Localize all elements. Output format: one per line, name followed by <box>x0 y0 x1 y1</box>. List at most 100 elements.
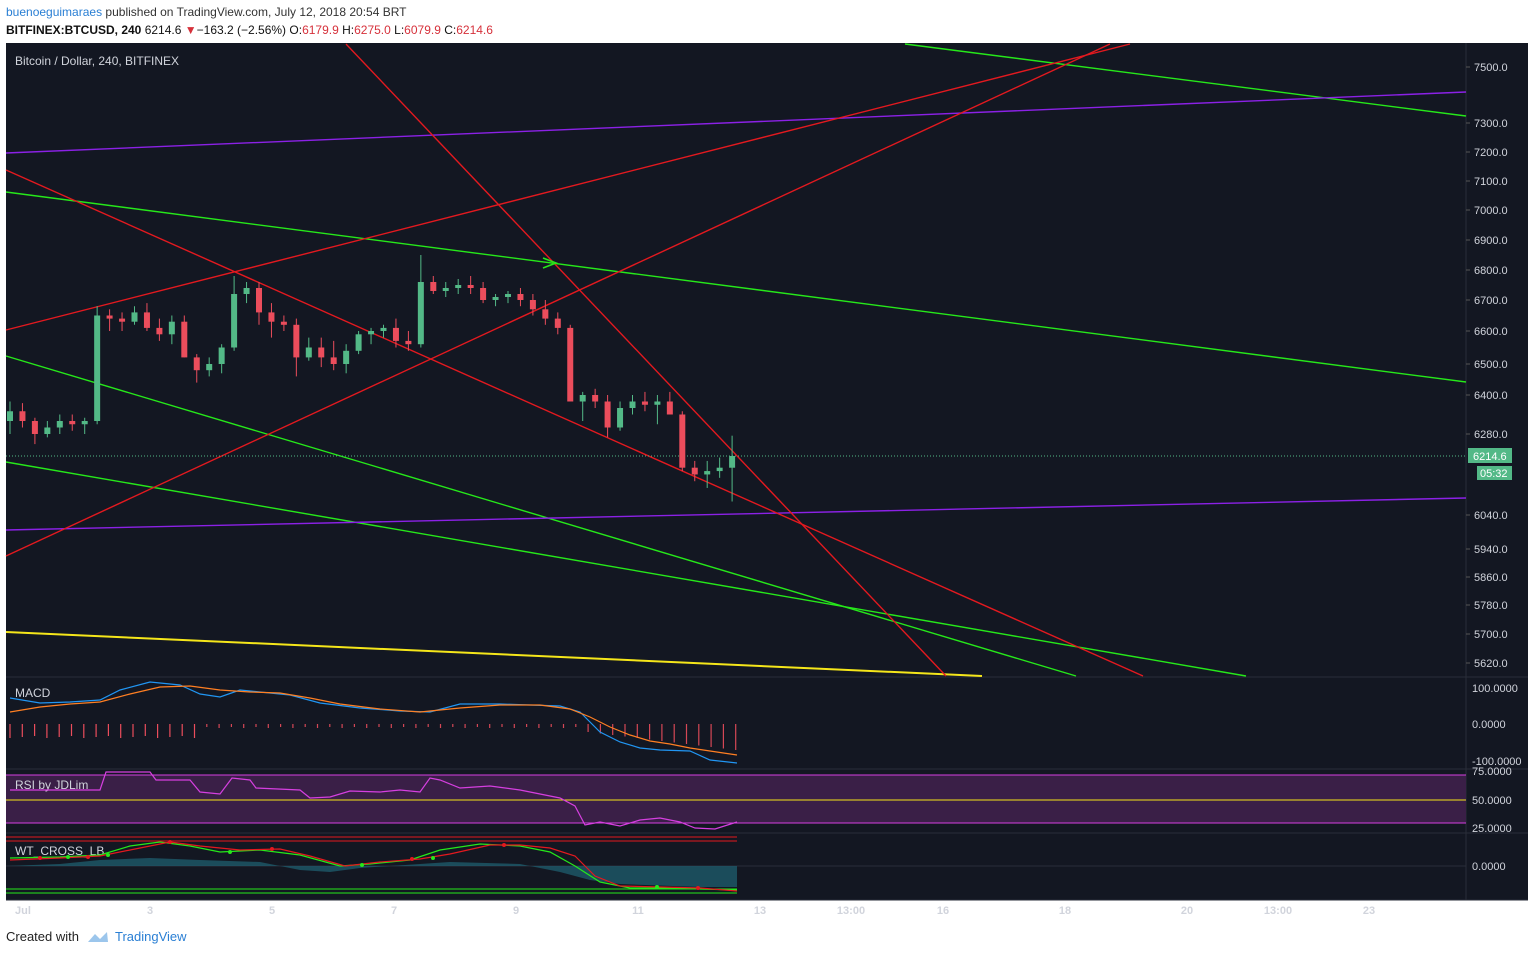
time-axis-label: 13:00 <box>837 905 865 917</box>
price-axis-tick: 7100.0 <box>1474 176 1508 188</box>
candle-down <box>691 467 698 475</box>
price-axis-tick: 5860.0 <box>1474 572 1508 584</box>
open-label: O: <box>289 23 303 37</box>
time-axis-label: 9 <box>513 905 519 917</box>
green-trendline-middle <box>5 355 1077 677</box>
time-axis-label: 3 <box>147 905 153 917</box>
close-value: 6214.6 <box>456 23 493 37</box>
rsi-label: RSI by JDLim <box>15 778 88 792</box>
price-axis-tick: 5940.0 <box>1474 544 1508 556</box>
price-axis-tick: 7000.0 <box>1474 205 1508 217</box>
candle-down <box>318 347 325 358</box>
price-tag-box <box>1468 448 1512 463</box>
red-trendline-falling-2 <box>5 169 1144 677</box>
trendlines <box>5 43 1467 677</box>
price-axis-tick: 5700.0 <box>1474 629 1508 641</box>
candle-up <box>168 321 175 335</box>
yellow-trendline <box>5 631 983 677</box>
tradingview-link[interactable]: TradingView <box>87 929 187 944</box>
price-axis-tick: 6040.0 <box>1474 510 1508 522</box>
candle-up <box>81 421 88 425</box>
candle-down <box>430 282 437 291</box>
purple-trendline-lower <box>5 497 1467 531</box>
open-value: 6179.9 <box>302 23 339 37</box>
publisher-username[interactable]: buenoeguimaraes <box>6 5 103 19</box>
chart-panel[interactable] <box>6 43 1528 900</box>
macd-axis-tick: 0.0000 <box>1472 719 1506 731</box>
candle-up <box>368 331 375 335</box>
candles <box>7 255 736 502</box>
macd-signal-line <box>9 685 738 756</box>
time-axis-label: Jul <box>15 905 31 917</box>
price-axis-tick: 6800.0 <box>1474 265 1508 277</box>
price-axis-tick: 6600.0 <box>1474 326 1508 338</box>
candle-up <box>617 408 624 428</box>
candle-up <box>218 347 225 364</box>
symbol-info-line: BITFINEX:BTCUSD, 240 6214.6 ▼−163.2 (−2.… <box>6 22 493 38</box>
low-value: 6079.9 <box>404 23 441 37</box>
time-axis: Jul 3 5 7 9 11 13 13:00 16 18 20 13:00 23 <box>15 905 1375 917</box>
candle-down <box>193 357 200 371</box>
candle-up <box>442 288 449 291</box>
time-axis-label: 7 <box>391 905 397 917</box>
wt-histogram-area <box>6 858 737 887</box>
candle-up <box>455 285 462 288</box>
candle-down <box>19 411 26 421</box>
candle-up <box>417 282 424 345</box>
rsi-axis-tick: 25.0000 <box>1472 823 1512 835</box>
candle-up <box>94 315 101 421</box>
rsi-axis-tick: 75.0000 <box>1472 766 1512 778</box>
candle-down <box>467 285 474 288</box>
down-arrow-icon: ▼ <box>184 23 197 37</box>
candle-down <box>604 401 611 428</box>
candle-up <box>343 350 350 364</box>
red-trendline-falling-1 <box>345 43 947 677</box>
price-axis-tick: 7300.0 <box>1474 118 1508 130</box>
price-axis-tick: 7200.0 <box>1474 147 1508 159</box>
time-axis-label: 13 <box>754 905 766 917</box>
published-text: published on TradingView.com, July 12, 2… <box>105 5 407 19</box>
macd-axis-tick: 100.0000 <box>1472 683 1518 695</box>
macd-axis: 100.0000 0.0000 -100.0000 <box>1472 683 1522 768</box>
green-trendline-upper <box>5 191 1467 383</box>
candle-down <box>480 288 487 300</box>
rsi-axis-tick: 50.0000 <box>1472 795 1512 807</box>
price-axis-tick: 6700.0 <box>1474 295 1508 307</box>
candle-up <box>355 334 362 351</box>
candle-down <box>392 327 399 341</box>
candle-down <box>517 294 524 300</box>
tradingview-logo-icon <box>87 931 108 942</box>
wt-cross-dots <box>38 840 700 890</box>
wt-label: WT_CROSS_LB <box>15 844 104 858</box>
macd-histogram <box>9 724 737 750</box>
green-trendline-lower <box>5 461 1247 677</box>
candle-up <box>44 427 51 434</box>
wt-axis: 0.0000 <box>1472 861 1506 873</box>
rsi-axis: 75.0000 50.0000 25.0000 <box>1472 766 1512 835</box>
panel-frame <box>6 43 1528 901</box>
green-arrow-marker <box>542 257 559 269</box>
macd-line <box>9 681 738 764</box>
price-axis-tick: 5780.0 <box>1474 600 1508 612</box>
price-axis-tick: 7500.0 <box>1474 62 1508 74</box>
time-axis-label: 11 <box>632 905 644 917</box>
time-axis-label: 13:00 <box>1264 905 1292 917</box>
macd-axis-tick: -100.0000 <box>1472 756 1522 768</box>
candle-down <box>666 401 673 415</box>
green-trendline-top <box>904 43 1467 117</box>
time-axis-label: 20 <box>1181 905 1193 917</box>
candle-up <box>505 294 511 297</box>
candle-down <box>268 312 275 322</box>
candle-up <box>131 312 138 322</box>
created-with-text: Created with <box>6 929 79 944</box>
candle-down <box>181 321 188 358</box>
countdown-tag-box <box>1477 466 1512 480</box>
candle-up <box>629 401 636 408</box>
candle-up <box>206 364 213 371</box>
candle-down <box>542 309 549 319</box>
candle-up <box>654 401 661 405</box>
candle-up <box>243 288 250 294</box>
chart-title: Bitcoin / Dollar, 240, BITFINEX <box>15 54 179 68</box>
rsi-band <box>6 775 1466 823</box>
